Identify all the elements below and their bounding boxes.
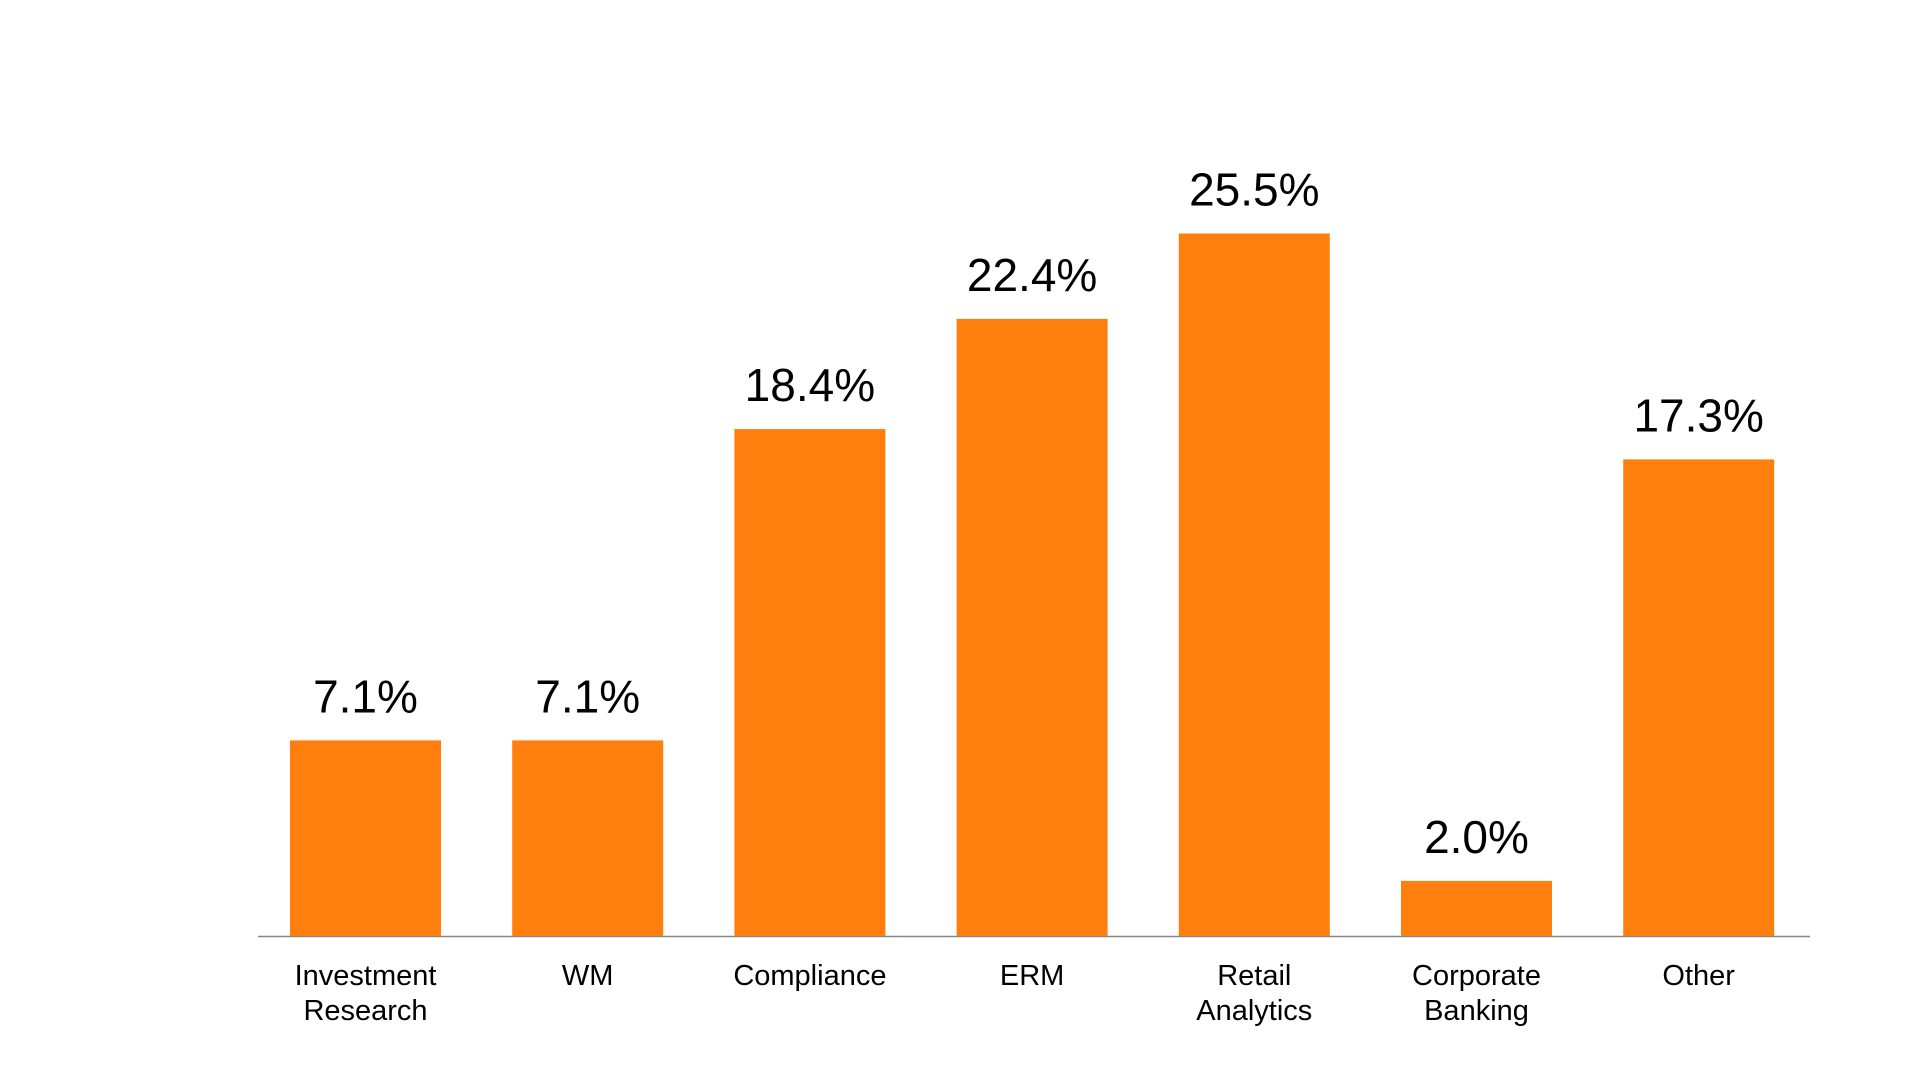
category-label-line: Banking: [1424, 995, 1529, 1027]
category-label-line: Investment: [295, 960, 437, 992]
category-label-5: Corporate Banking: [1412, 960, 1541, 1027]
bar-0: [290, 740, 441, 936]
value-label-0: 7.1%: [313, 670, 418, 722]
value-label-2: 18.4%: [745, 359, 875, 411]
category-label-line: WM: [562, 960, 614, 992]
bar-5: [1401, 880, 1552, 936]
bar-4: [1178, 233, 1330, 937]
category-labels-group: Investment Research WM Compliance ERM Retail A…: [295, 960, 1736, 1027]
bar-6: [1623, 459, 1775, 936]
value-label-4: 25.5%: [1189, 163, 1319, 215]
category-label-4: Retail Analytics: [1196, 960, 1312, 1027]
category-label-2: Compliance: [733, 960, 886, 992]
value-labels-group: 7.1% 7.1% 18.4% 22.4% 25.5% 2.0% 17.3%: [313, 163, 1764, 862]
bar-1: [512, 740, 664, 936]
value-label-3: 22.4%: [967, 249, 1097, 301]
category-label-line: Analytics: [1196, 995, 1312, 1027]
bar-3: [956, 318, 1108, 936]
bar-2: [734, 429, 886, 936]
value-label-6: 17.3%: [1633, 389, 1763, 441]
bars-group: [290, 233, 1775, 937]
category-label-3: ERM: [1000, 960, 1064, 992]
category-label-line: ERM: [1000, 960, 1064, 992]
value-label-1: 7.1%: [535, 670, 640, 722]
category-label-line: Compliance: [733, 960, 886, 992]
value-label-5: 2.0%: [1424, 811, 1529, 863]
category-label-line: Retail: [1217, 960, 1291, 992]
category-label-line: Research: [303, 995, 427, 1027]
category-label-1: WM: [562, 960, 614, 992]
category-label-6: Other: [1662, 960, 1735, 992]
category-label-0: Investment Research: [295, 960, 437, 1027]
category-label-line: Corporate: [1412, 960, 1541, 992]
category-label-line: Other: [1662, 960, 1735, 992]
